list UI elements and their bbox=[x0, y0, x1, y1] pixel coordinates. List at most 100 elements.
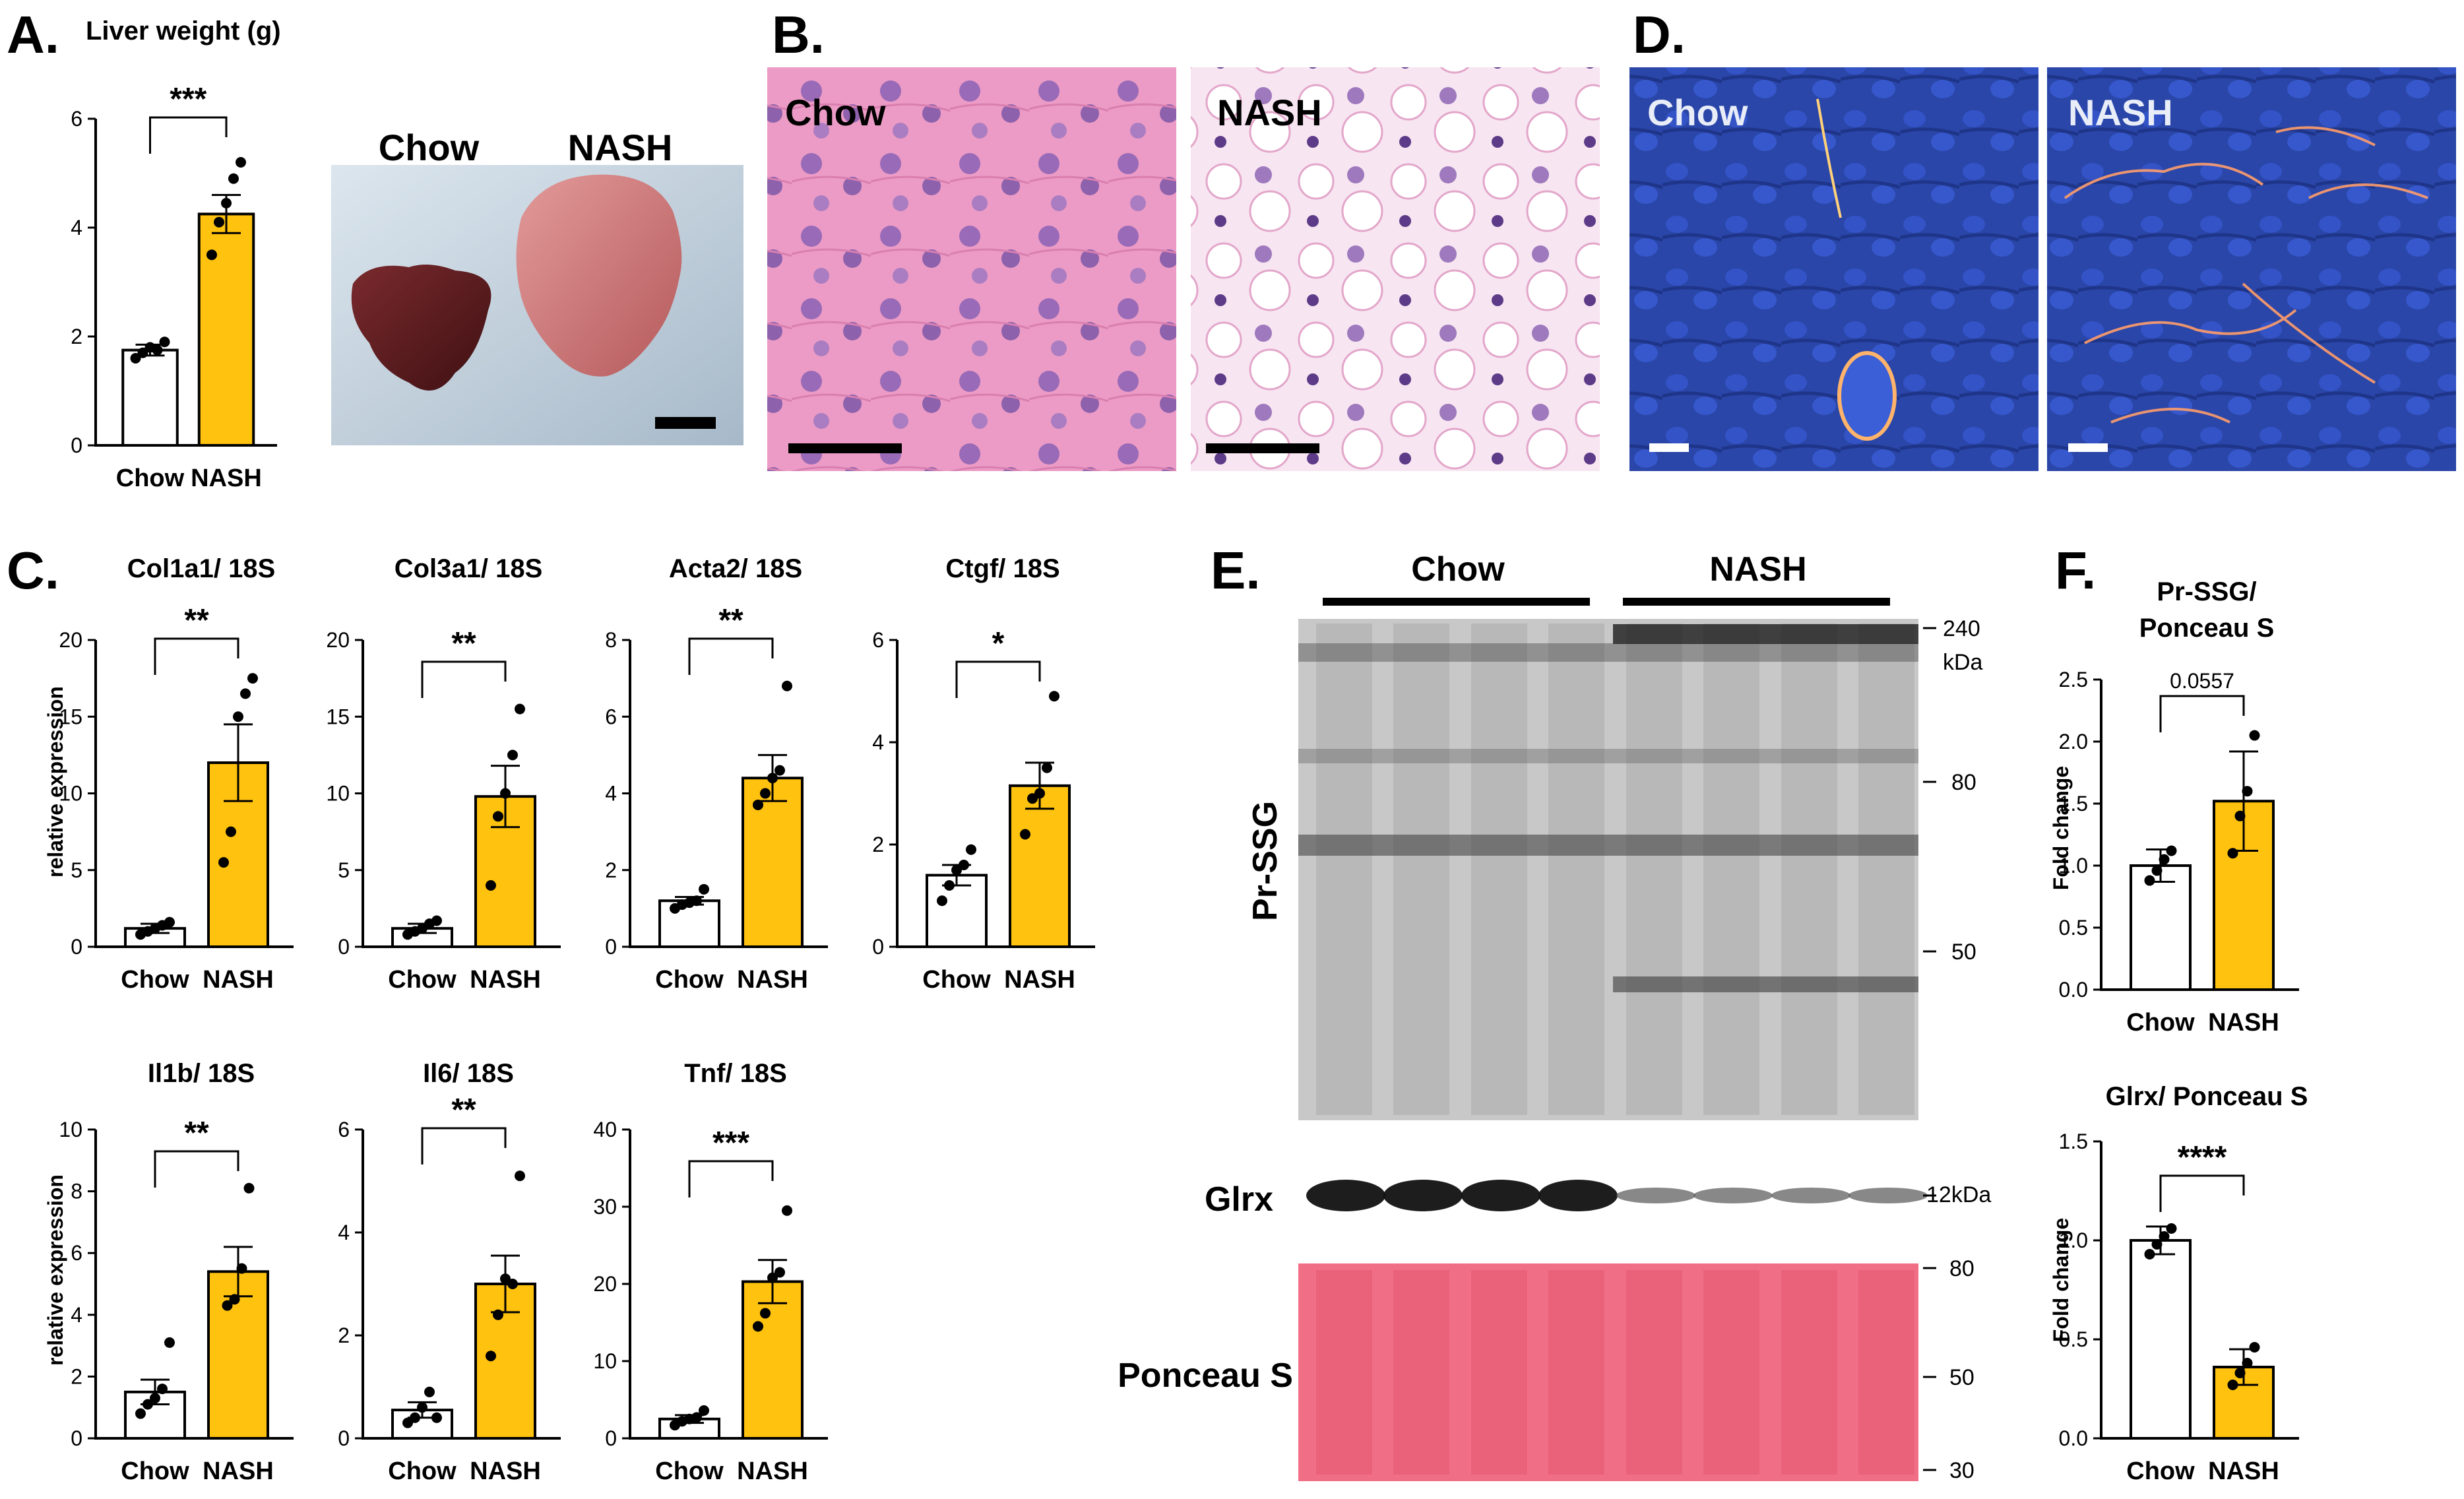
significance-label: ** bbox=[451, 626, 476, 661]
x-tick-label: Chow bbox=[121, 1457, 189, 1485]
data-point bbox=[2166, 845, 2177, 856]
data-point bbox=[2234, 1368, 2246, 1378]
glrx-band bbox=[1383, 1180, 1463, 1211]
y-tick-label: 2 bbox=[605, 858, 617, 882]
scale-bar bbox=[788, 443, 902, 453]
data-point bbox=[486, 1351, 496, 1362]
he-nash-image bbox=[1191, 67, 1600, 471]
group-label-nash: NASH bbox=[1709, 550, 1806, 589]
y-tick-label: 6 bbox=[605, 705, 617, 728]
data-point bbox=[431, 915, 442, 926]
bar-chow bbox=[2130, 864, 2192, 991]
x-tick-label: Chow bbox=[655, 966, 724, 994]
y-tick-label: 4 bbox=[872, 730, 884, 754]
x-tick-label: NASH bbox=[203, 1457, 274, 1485]
data-point bbox=[774, 765, 785, 776]
data-point bbox=[2166, 1223, 2177, 1234]
significance-label: *** bbox=[170, 82, 206, 117]
significance-label: **** bbox=[2178, 1140, 2227, 1175]
bar-nash bbox=[742, 777, 804, 948]
y-tick-label: 6 bbox=[71, 107, 82, 131]
glrx-band bbox=[1848, 1188, 1928, 1203]
y-tick-label: 20 bbox=[593, 1272, 617, 1296]
y-tick-label: 4 bbox=[71, 216, 82, 239]
x-tick-label: Chow bbox=[388, 966, 457, 994]
y-tick-label: 2 bbox=[338, 1324, 350, 1347]
x-tick-label: Chow bbox=[116, 464, 185, 492]
panel-letter-f: F. bbox=[2055, 541, 2096, 600]
sirius-chow-image bbox=[1629, 67, 2038, 471]
y-tick-label: 1.0 bbox=[2059, 854, 2088, 877]
y-tick-label: 8 bbox=[71, 1180, 82, 1203]
y-axis-label: Fold change bbox=[2049, 766, 2073, 890]
significance-label: ** bbox=[184, 603, 209, 638]
y-tick-label: 0.0 bbox=[2059, 1426, 2088, 1450]
photo-label-nash: NASH bbox=[568, 127, 673, 168]
data-point bbox=[206, 249, 217, 261]
data-point bbox=[2151, 1239, 2163, 1250]
chart-title: Pr-SSG/ bbox=[2157, 577, 2256, 606]
y-tick-label: 1.0 bbox=[2059, 1228, 2088, 1252]
scale-bar bbox=[655, 417, 716, 429]
blot-lane bbox=[1316, 623, 1372, 1115]
y-tick-label: 20 bbox=[326, 628, 350, 652]
significance-bracket bbox=[688, 637, 774, 675]
data-point bbox=[944, 880, 955, 891]
y-tick-label: 8 bbox=[605, 628, 617, 652]
ponceau-lane bbox=[1781, 1270, 1837, 1475]
mw-12kda: 12kDa bbox=[1926, 1182, 1991, 1207]
mw-30: 30 bbox=[1949, 1458, 1974, 1483]
he-chow-image bbox=[767, 67, 1176, 471]
data-point bbox=[150, 1393, 160, 1404]
data-point bbox=[159, 336, 170, 348]
liver-photo: Chow NASH bbox=[331, 127, 743, 445]
y-tick-label: 0 bbox=[338, 1426, 350, 1450]
y-tick-label: 0 bbox=[605, 1426, 617, 1450]
x-tick-label: Chow bbox=[2126, 1009, 2195, 1037]
data-point bbox=[1034, 788, 1045, 799]
glrx-band bbox=[1693, 1188, 1773, 1203]
data-point bbox=[214, 216, 224, 228]
scale-bar bbox=[1649, 443, 1689, 452]
chart-title: Ponceau S bbox=[2139, 614, 2275, 643]
glrx-band bbox=[1771, 1188, 1850, 1203]
ponceau-lane bbox=[1626, 1270, 1682, 1475]
mw-240: 240 bbox=[1943, 616, 1980, 641]
x-tick-label: NASH bbox=[1004, 966, 1075, 994]
y-tick-label: 15 bbox=[59, 705, 82, 728]
significance-label: ** bbox=[718, 603, 743, 638]
y-tick-label: 40 bbox=[593, 1118, 617, 1141]
sirius-nash-image bbox=[2047, 67, 2456, 471]
data-point bbox=[236, 157, 246, 168]
bar-chow bbox=[121, 348, 179, 447]
y-axis-label: relative expression bbox=[44, 1174, 67, 1366]
chart-title: Col1a1/ 18S bbox=[127, 554, 276, 583]
chart-title: Col3a1/ 18S bbox=[395, 554, 543, 583]
y-tick-label: 10 bbox=[326, 782, 350, 806]
data-point bbox=[218, 857, 229, 868]
y-tick-label: 10 bbox=[59, 1118, 82, 1141]
chart-tnf: Tnf/ 18S 0 10 20 30 40 Chow NASH *** bbox=[593, 1059, 828, 1485]
y-tick-label: 4 bbox=[338, 1221, 350, 1244]
blot-lane bbox=[1781, 623, 1837, 1115]
data-point bbox=[410, 1412, 420, 1423]
y-tick-label: 1.5 bbox=[2059, 792, 2088, 815]
significance-bracket bbox=[2159, 1174, 2245, 1212]
x-tick-label: NASH bbox=[203, 966, 274, 994]
y-tick-label: 0 bbox=[605, 935, 617, 959]
data-point bbox=[2151, 865, 2163, 876]
scale-bar bbox=[1206, 443, 1319, 453]
ponceau-lane bbox=[1393, 1270, 1449, 1475]
significance-label: *** bbox=[712, 1126, 749, 1161]
data-point bbox=[507, 750, 518, 761]
significance-bracket bbox=[154, 637, 239, 675]
ponceau-lane bbox=[1548, 1270, 1604, 1475]
chart-col1a1: Col1a1/ 18S 0 5 10 15 20 Chow NASH ** bbox=[59, 554, 294, 994]
collagen-vessel bbox=[1837, 351, 1897, 441]
data-point bbox=[236, 1263, 247, 1274]
data-point bbox=[243, 1182, 255, 1194]
data-point bbox=[2159, 1231, 2170, 1242]
x-tick-label: Chow bbox=[2126, 1457, 2195, 1485]
chart-title: Glrx/ Ponceau S bbox=[2106, 1082, 2308, 1111]
